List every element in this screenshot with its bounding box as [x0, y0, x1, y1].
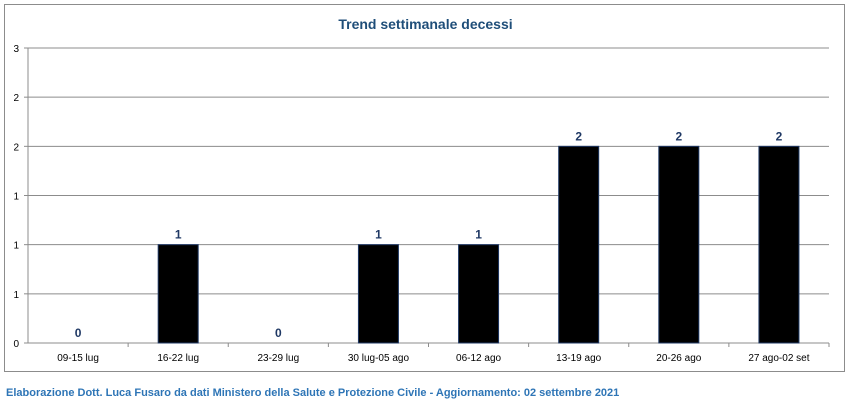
chart-frame: Trend settimanale decessi 0 1 1 1 2 2 3 0 09-15 …: [4, 4, 845, 372]
x-tick-label: 16-22 lug: [157, 353, 199, 364]
y-tick-label: 1: [13, 192, 19, 203]
y-tick-label: 0: [13, 339, 19, 350]
bar: [458, 244, 500, 344]
x-tick-label: 23-29 lug: [257, 353, 299, 364]
chart-title: Trend settimanale decessi: [338, 16, 513, 32]
y-tick-label: 2: [13, 93, 19, 104]
bar: [357, 244, 399, 344]
y-tick-label: 1: [13, 241, 19, 252]
x-tick-label: 20-26 ago: [656, 353, 701, 364]
x-tick-label: 13-19 ago: [556, 353, 601, 364]
data-label: 0: [275, 326, 282, 340]
data-label: 1: [175, 228, 182, 242]
bar: [658, 145, 700, 344]
bar: [157, 244, 199, 344]
bar: [558, 145, 600, 344]
data-label: 2: [675, 129, 682, 143]
bar: [758, 145, 800, 344]
y-tick-label: 1: [13, 290, 19, 301]
data-label: 1: [375, 228, 382, 242]
data-label: 1: [475, 228, 482, 242]
y-tick-label: 2: [13, 142, 19, 153]
data-label: 2: [776, 129, 783, 143]
bar-chart: 0 1 1 1 2 2 3 0 09-15 lug 1 16-22 lug 0 23-29 lug 1 30…: [13, 44, 830, 364]
x-tick-label: 09-15 lug: [57, 353, 99, 364]
source-footnote: Elaborazione Dott. Luca Fusaro da dati M…: [6, 387, 620, 399]
y-tick-label: 3: [13, 44, 19, 55]
data-label: 0: [75, 326, 82, 340]
x-tick-label: 06-12 ago: [456, 353, 501, 364]
x-tick-label: 30 lug-05 ago: [348, 353, 410, 364]
x-tick-label: 27 ago-02 set: [748, 353, 809, 364]
data-label: 2: [575, 129, 582, 143]
